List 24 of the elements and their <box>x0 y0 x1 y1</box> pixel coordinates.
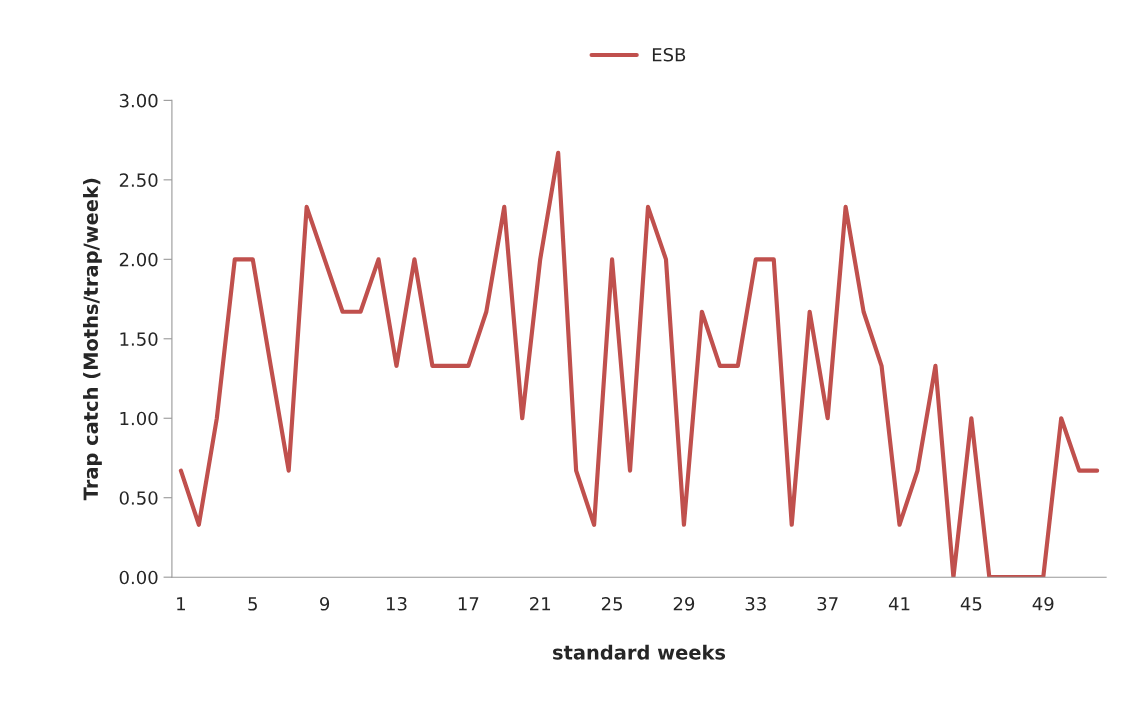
x-tick-label: 41 <box>888 597 910 611</box>
line-series <box>178 150 1100 578</box>
y-tick-label: 2.50 <box>119 173 158 187</box>
x-tick-label: 13 <box>386 596 407 611</box>
y-tick-label: 1.00 <box>120 411 158 426</box>
x-tick-label: 1 <box>177 597 185 611</box>
x-axis-title: standard weeks <box>553 644 726 660</box>
x-tick-label: 17 <box>458 597 479 611</box>
x-tick-label: 29 <box>673 596 695 611</box>
x-tick-label: 21 <box>530 596 551 611</box>
legend-label: ESB <box>652 47 686 62</box>
y-tick-label: 2.00 <box>119 252 158 267</box>
y-axis-title: Trap catch (Moths/trap/week) <box>83 178 102 501</box>
x-tick-label: 9 <box>320 596 330 611</box>
y-tick-label: 0.50 <box>119 491 158 505</box>
x-tick-label: 5 <box>248 597 257 611</box>
x-tick-label: 37 <box>817 596 838 611</box>
x-tick-label: 25 <box>601 596 622 611</box>
y-tick-label: 0.00 <box>119 570 158 585</box>
y-tick-label: 1.50 <box>120 332 158 346</box>
x-tick-label: 33 <box>745 596 766 611</box>
x-tick-label: 45 <box>960 597 982 611</box>
x-tick-label: 49 <box>1032 596 1054 611</box>
y-tick-label: 3.00 <box>119 93 158 108</box>
